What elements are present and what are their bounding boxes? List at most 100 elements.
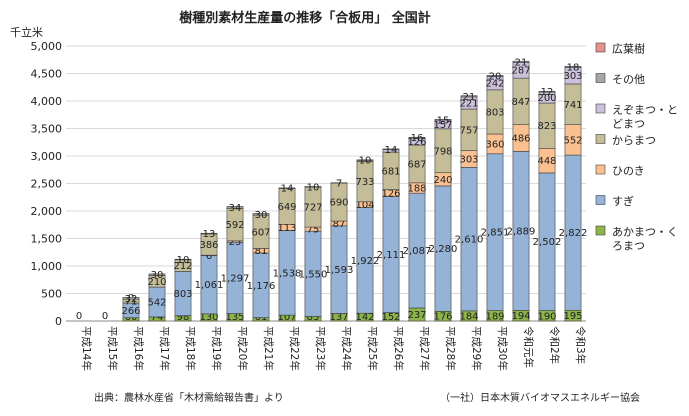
data-label: 237 [407, 310, 426, 321]
data-label: 10 [177, 255, 190, 266]
data-label: 448 [537, 156, 556, 167]
data-label: 200 [537, 93, 556, 104]
x-tick-label: 平成26年 [392, 326, 405, 371]
x-tick-label: 平成22年 [288, 326, 301, 371]
legend-swatch [595, 103, 606, 114]
data-label: 1,538 [273, 268, 302, 279]
data-label: 25 [229, 237, 242, 248]
x-tick-label: 平成27年 [418, 326, 431, 371]
data-label: 242 [485, 79, 504, 90]
data-label: 803 [485, 107, 504, 118]
x-tick-label: 平成23年 [314, 326, 327, 371]
data-label: 137 [329, 312, 348, 323]
data-label: 210 [147, 277, 166, 288]
legend-swatch [595, 195, 606, 205]
bar-segment [486, 75, 504, 77]
data-label: 71 [125, 297, 138, 308]
data-label: 681 [381, 166, 400, 177]
data-label: 20 [489, 71, 502, 82]
data-label: 1,297 [221, 273, 250, 284]
data-label: 607 [251, 227, 270, 238]
legend-swatch [595, 164, 606, 175]
data-label: 733 [355, 177, 374, 188]
y-tick-label: 5,000 [31, 40, 63, 53]
y-axis-ticks: 0 500 1,000 1,500 2,000 2,500 3,000 3,500 4,000 4… [31, 40, 63, 328]
x-tick-label: 令和元年 [522, 326, 535, 368]
data-label: 34 [229, 203, 242, 214]
bar-segment [304, 186, 322, 188]
data-label: 113 [277, 223, 296, 234]
bar-segment [148, 273, 166, 276]
data-label: 221 [459, 98, 478, 109]
x-tick-label: 平成30年 [496, 326, 509, 371]
data-label: 1,922 [351, 256, 380, 267]
data-label: 2,610 [455, 235, 484, 246]
data-label: 74 [151, 312, 164, 323]
y-tick-label: 4,500 [31, 68, 63, 81]
bar-segment [200, 232, 218, 235]
data-label: 142 [355, 312, 374, 323]
data-label: 18 [567, 62, 580, 73]
legend-label: ろまつ [612, 240, 645, 253]
data-label: 2,280 [429, 244, 458, 255]
data-label: 75 [307, 225, 320, 236]
data-label: 190 [537, 311, 556, 322]
data-label: 10 [359, 156, 372, 167]
bar-segment [174, 258, 192, 261]
data-label: 2,111 [377, 250, 406, 261]
x-tick-label: 平成20年 [236, 326, 249, 371]
data-label: 542 [147, 298, 166, 309]
x-tick-label: 平成15年 [106, 326, 119, 371]
y-tick-label: 4,000 [31, 95, 63, 108]
data-label: 486 [511, 134, 530, 145]
data-label: 690 [329, 198, 348, 209]
legend-swatch [595, 225, 606, 236]
x-tick-label: 平成18年 [184, 326, 197, 371]
data-label: 2,851 [481, 228, 510, 239]
data-label: 0 [102, 311, 108, 322]
y-tick-label: 2,500 [31, 178, 63, 191]
legend-label: その他 [612, 73, 645, 86]
data-label: 188 [407, 184, 426, 195]
data-label: 1,593 [325, 265, 354, 276]
data-label: 1,061 [195, 280, 224, 291]
data-label: 107 [277, 312, 296, 323]
data-label: 727 [303, 203, 322, 214]
data-label: 12 [541, 87, 554, 98]
data-label: 386 [199, 240, 218, 251]
data-label: 130 [199, 312, 218, 323]
data-label: 176 [433, 312, 452, 323]
y-tick-label: 0 [55, 315, 62, 328]
data-label: 32 [125, 294, 138, 305]
data-label: 360 [485, 139, 504, 150]
data-label: 798 [433, 146, 452, 157]
y-tick-label: 3,000 [31, 150, 63, 163]
y-tick-label: 1,500 [31, 233, 63, 246]
data-label: 157 [433, 120, 452, 131]
bar-segment [356, 159, 374, 161]
data-label: 266 [121, 306, 140, 317]
data-label: 687 [407, 159, 426, 170]
data-label: 14 [385, 145, 398, 156]
data-label: 2,822 [559, 228, 588, 239]
data-label: 757 [459, 125, 478, 136]
y-axis-unit: 千立米 [10, 25, 43, 39]
x-tick-label: 平成24年 [340, 326, 353, 371]
data-label: 303 [459, 154, 478, 165]
data-label: 15 [437, 115, 450, 126]
legend-swatch [595, 42, 606, 53]
data-label: 303 [563, 71, 582, 82]
data-label: 2,087 [403, 246, 432, 257]
data-label: 30 [255, 210, 268, 221]
legend-label: ひのき [612, 165, 645, 178]
data-label: 195 [563, 311, 582, 322]
legend-label: からまつ [612, 134, 656, 147]
data-label: 104 [355, 200, 374, 211]
data-label: 21 [515, 57, 528, 68]
bar-segment [226, 206, 244, 209]
bar-segment [538, 91, 556, 93]
y-tick-label: 1,000 [31, 260, 63, 273]
bar-segment [408, 136, 426, 139]
bar-segment [252, 213, 270, 216]
